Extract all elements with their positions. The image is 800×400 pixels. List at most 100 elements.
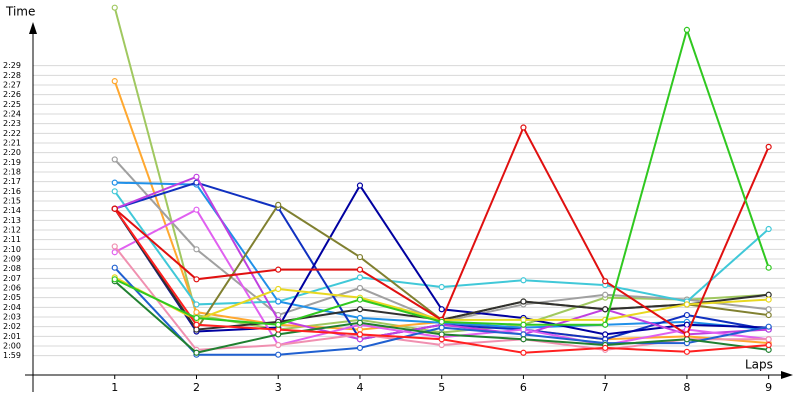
point — [765, 225, 772, 233]
point — [275, 285, 282, 293]
point — [438, 341, 445, 349]
point — [193, 246, 200, 253]
point — [765, 296, 772, 303]
point — [602, 306, 609, 313]
y-tick-label: 2:09 — [3, 255, 21, 264]
point — [275, 201, 282, 208]
point — [356, 274, 364, 281]
y-tick-label: 2:12 — [3, 226, 21, 235]
point — [438, 336, 445, 343]
point — [765, 341, 772, 349]
x-axis-arrow — [781, 371, 793, 379]
point — [520, 349, 527, 356]
y-tick-label: 2:25 — [3, 100, 21, 109]
point — [111, 276, 118, 283]
y-tick-label: 2:28 — [3, 71, 21, 80]
point — [765, 264, 772, 271]
y-tick-label: 2:18 — [3, 168, 21, 177]
y-axis-arrow — [29, 22, 37, 34]
point — [602, 278, 609, 285]
x-tick-label: 4 — [356, 381, 363, 394]
point — [193, 206, 200, 213]
y-tick-label: 2:21 — [3, 139, 21, 148]
point — [193, 309, 200, 316]
point — [111, 243, 118, 250]
point — [765, 143, 772, 150]
point — [356, 344, 364, 352]
y-tick-label: 2:06 — [3, 284, 21, 293]
x-tick-label: 7 — [602, 381, 609, 394]
point — [275, 298, 282, 305]
y-tick-label: 2:29 — [3, 61, 21, 70]
point — [193, 349, 200, 356]
y-tick-label: 2:07 — [3, 274, 21, 283]
point — [193, 314, 200, 322]
point — [111, 179, 118, 186]
point — [438, 324, 445, 331]
point — [111, 78, 118, 85]
y-tick-label: 2:08 — [3, 264, 21, 273]
y-tick-label: 2:00 — [3, 342, 21, 351]
point — [356, 306, 364, 313]
x-tick-label: 2 — [193, 381, 200, 394]
point — [683, 26, 691, 33]
y-tick-label: 2:20 — [3, 148, 21, 157]
point — [356, 266, 364, 273]
point — [765, 336, 772, 343]
y-tick-label: 2:17 — [3, 177, 21, 186]
y-tick-label: 2:26 — [3, 90, 21, 99]
point — [111, 4, 118, 11]
point — [275, 341, 282, 349]
point — [683, 331, 691, 338]
point — [111, 249, 118, 256]
point — [438, 283, 445, 291]
x-tick-label: 3 — [275, 381, 282, 394]
y-tick-label: 2:13 — [3, 216, 21, 225]
point — [356, 253, 364, 261]
y-tick-label: 2:04 — [3, 303, 21, 312]
point — [765, 306, 772, 313]
y-tick-label: 2:16 — [3, 187, 21, 196]
point — [765, 323, 772, 330]
y-tick-label: 2:22 — [3, 129, 21, 138]
y-tick-label: 2:24 — [3, 110, 21, 119]
y-tick-label: 2:01 — [3, 332, 21, 341]
point — [602, 321, 609, 328]
point — [111, 188, 118, 195]
x-tick-label: 5 — [438, 381, 445, 394]
point — [356, 284, 364, 292]
point — [602, 344, 609, 352]
point — [438, 318, 445, 325]
point — [520, 321, 527, 328]
x-axis-title: Laps — [745, 358, 773, 372]
point — [193, 173, 200, 180]
point — [275, 351, 282, 358]
point — [765, 311, 772, 319]
y-tick-label: 2:03 — [3, 313, 21, 322]
y-axis-title: Time — [5, 5, 35, 19]
y-tick-label: 2:15 — [3, 197, 21, 206]
x-tick-label: 1 — [111, 381, 118, 394]
y-tick-label: 2:02 — [3, 322, 21, 331]
x-tick-label: 6 — [520, 381, 527, 394]
point — [520, 124, 527, 131]
point — [356, 331, 364, 338]
point — [683, 348, 691, 355]
point — [275, 321, 282, 328]
point — [520, 336, 527, 343]
point — [602, 331, 609, 338]
y-tick-label: 2:10 — [3, 245, 21, 254]
y-tick-label: 2:11 — [3, 235, 21, 244]
point — [683, 311, 691, 319]
point — [356, 296, 364, 303]
y-tick-label: 1:59 — [3, 351, 21, 360]
point — [356, 182, 364, 189]
x-tick-label: 8 — [683, 381, 690, 394]
point — [520, 298, 527, 305]
point — [602, 291, 609, 298]
y-tick-label: 2:27 — [3, 81, 21, 90]
x-tick-label: 9 — [765, 381, 772, 394]
point — [683, 301, 691, 308]
point — [111, 264, 118, 271]
